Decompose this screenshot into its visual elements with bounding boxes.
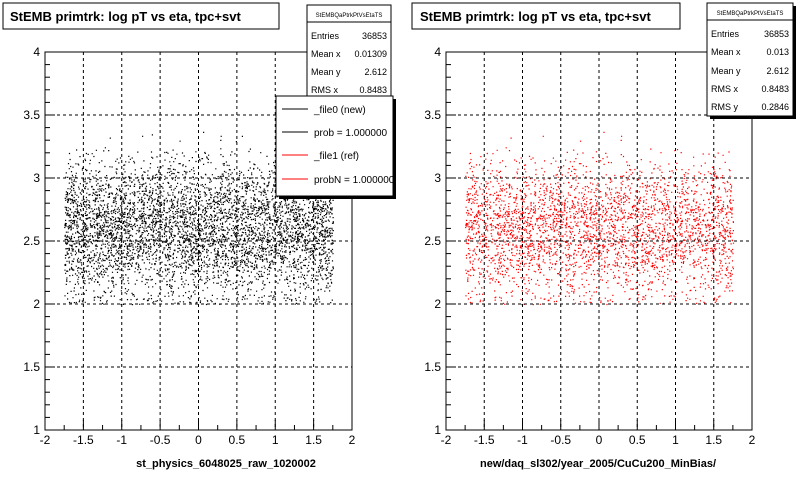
y-tick-label: 2.5 [424, 234, 441, 248]
y-tick-label: 3.5 [424, 108, 441, 122]
x-tick-label: -1 [517, 433, 528, 447]
legend-label: _file1 (ref) [313, 151, 359, 162]
stats-value: 0.2846 [761, 102, 789, 112]
x-tick-label: -1.5 [73, 433, 94, 447]
x-axis-label-right: new/daq_sl302/year_2005/CuCu200_MinBias/ [480, 458, 716, 470]
y-tick-label: 4 [434, 45, 441, 59]
stats-value: 2.612 [364, 67, 387, 77]
scatter-points-right [465, 131, 735, 306]
x-tick-label: 0.5 [229, 433, 246, 447]
x-tick-label: -1 [116, 433, 127, 447]
y-tick-label: 1 [33, 423, 40, 437]
x-tick-label: -2 [40, 433, 51, 447]
x-tick-label: 1 [672, 433, 679, 447]
stats-value: 0.8483 [761, 84, 789, 94]
scatter-points-left [64, 131, 334, 306]
title-box-right: StEMB primtrk: log pT vs eta, tpc+svt [411, 2, 681, 30]
y-tick-label: 2 [434, 297, 441, 311]
stats-value: 36853 [764, 29, 789, 39]
scatter-points [64, 131, 334, 306]
stats-label: Mean x [311, 49, 341, 59]
x-tick-label: 1.5 [305, 433, 322, 447]
y-tick-label: 2 [33, 297, 40, 311]
axes: -2 -1.5 -1 -0.5 0 0.5 1 1.5 2 1 1.5 2 2.5 3 3.5 4 -2 -1.5… [23, 45, 755, 447]
stats-name-right: StEMBQaPtrkPtVsEtaTS [717, 11, 784, 17]
x-axis-label-left: st_physics_6048025_raw_1020002 [136, 458, 316, 470]
legend-box: _file0 (new) prob = 1.000000 _file1 (ref… [275, 95, 396, 199]
stats-box-right: StEMBQaPtrkPtVsEtaTS Entries 36853 Mean … [706, 2, 796, 119]
y-tick-label: 3 [434, 171, 441, 185]
stats-label: Mean x [711, 47, 741, 57]
x-tick-label: 2 [749, 433, 756, 447]
stats-value: 0.013 [766, 47, 789, 57]
stats-label: Mean y [711, 66, 741, 76]
chart-title-left: StEMB primtrk: log pT vs eta, tpc+svt [10, 9, 241, 24]
stats-label: Entries [311, 31, 340, 41]
legend-label: prob = 1.000000 [314, 128, 388, 139]
legend-label: probN = 1.000000 [314, 175, 395, 186]
y-tick-label: 1 [434, 423, 441, 437]
x-tick-label: -0.5 [550, 433, 571, 447]
stats-label: RMS x [311, 85, 339, 95]
x-tick-label: 0.5 [629, 433, 646, 447]
x-tick-label: 0 [596, 433, 603, 447]
grid-lines [45, 52, 752, 430]
y-tick-label: 1.5 [424, 360, 441, 374]
y-tick-label: 2.5 [23, 234, 40, 248]
x-tick-label: -1.5 [474, 433, 495, 447]
y-tick-label: 3 [33, 171, 40, 185]
stats-value: 0.8483 [359, 85, 387, 95]
x-tick-label: 0 [195, 433, 202, 447]
chart-title-right: StEMB primtrk: log pT vs eta, tpc+svt [420, 9, 651, 24]
title-box-left: StEMB primtrk: log pT vs eta, tpc+svt [2, 2, 280, 30]
y-tick-label: 1.5 [23, 360, 40, 374]
x-tick-label: 1 [272, 433, 279, 447]
stats-value: 2.612 [766, 66, 789, 76]
stats-label: RMS x [711, 84, 739, 94]
stats-label: RMS y [711, 102, 739, 112]
x-tick-label: 1.5 [705, 433, 722, 447]
x-tick-label: -2 [441, 433, 452, 447]
stats-value: 0.01309 [354, 49, 387, 59]
x-tick-label: -0.5 [150, 433, 171, 447]
y-tick-label: 4 [33, 45, 40, 59]
legend-label: _file0 (new) [313, 105, 366, 116]
y-tick-label: 3.5 [23, 108, 40, 122]
stats-value: 36853 [362, 31, 387, 41]
stats-label: Entries [711, 29, 740, 39]
scatter-points [465, 131, 735, 306]
stats-name-left: StEMBQaPtrkPtVsEtaTS [316, 13, 383, 19]
x-tick-label: 2 [349, 433, 356, 447]
stats-label: Mean y [311, 67, 341, 77]
